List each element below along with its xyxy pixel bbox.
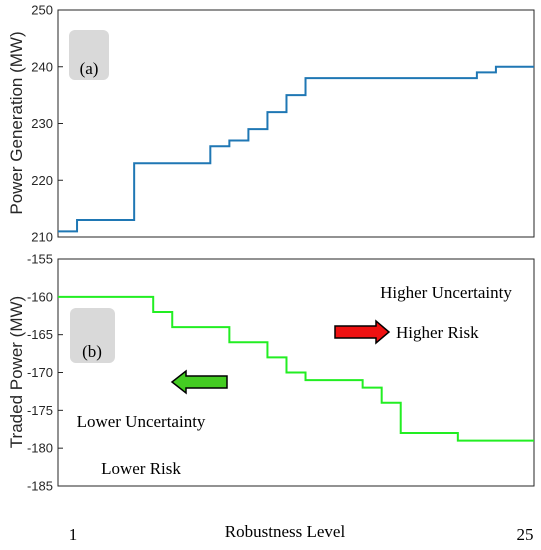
annotation-lower-uncertainty: Lower Uncertainty: [77, 412, 206, 431]
series-line-power-generation: [58, 65, 534, 233]
y-tick-label-a: 230: [31, 116, 53, 131]
y-tick-label-a: 250: [31, 3, 53, 18]
y-tick-label-a: 210: [31, 230, 53, 245]
y-tick-label-b: -160: [27, 289, 53, 304]
annotation-lower-risk: Lower Risk: [101, 459, 181, 478]
panel-label-box-b: [70, 308, 115, 363]
annotation-higher-uncertainty: Higher Uncertainty: [380, 283, 512, 302]
lower-risk-arrow-icon: [170, 369, 228, 395]
x-tick-label-first: 1: [69, 525, 78, 544]
y-tick-label-b: -180: [27, 441, 53, 456]
y-tick-label-a: 240: [31, 59, 53, 74]
y-tick-label-b: -185: [27, 479, 53, 494]
y-ticks-b: -185 -180 -175 -170 -165 -160 -155: [27, 252, 63, 494]
y-tick-label-b: -155: [27, 252, 53, 267]
y-tick-label-b: -170: [27, 365, 53, 380]
panel-label-b: (b): [82, 342, 102, 361]
panel-label-a: (a): [80, 59, 99, 78]
x-axis-label: Robustness Level: [225, 522, 346, 541]
panel-label-box-a: [69, 30, 109, 80]
axes-frame-a: [57, 9, 535, 238]
panel-a: 210 220 230 240 250 (a) Power Generation (MW…: [7, 3, 535, 245]
higher-risk-arrow-icon: [334, 319, 391, 345]
panel-b: -185 -180 -175 -170 -165 -160 -155 (b) Traded …: [7, 252, 535, 494]
y-tick-label-a: 220: [31, 173, 53, 188]
y-axis-label-b: Traded Power (MW): [7, 296, 26, 448]
y-ticks-a: 210 220 230 240 250: [31, 3, 63, 245]
y-axis-label-a: Power Generation (MW): [7, 31, 26, 214]
series-line-traded-power: [58, 295, 534, 442]
annotation-higher-risk: Higher Risk: [396, 323, 479, 342]
y-tick-label-b: -165: [27, 327, 53, 342]
y-tick-label-b: -175: [27, 403, 53, 418]
x-tick-label-last: 25: [517, 525, 534, 544]
